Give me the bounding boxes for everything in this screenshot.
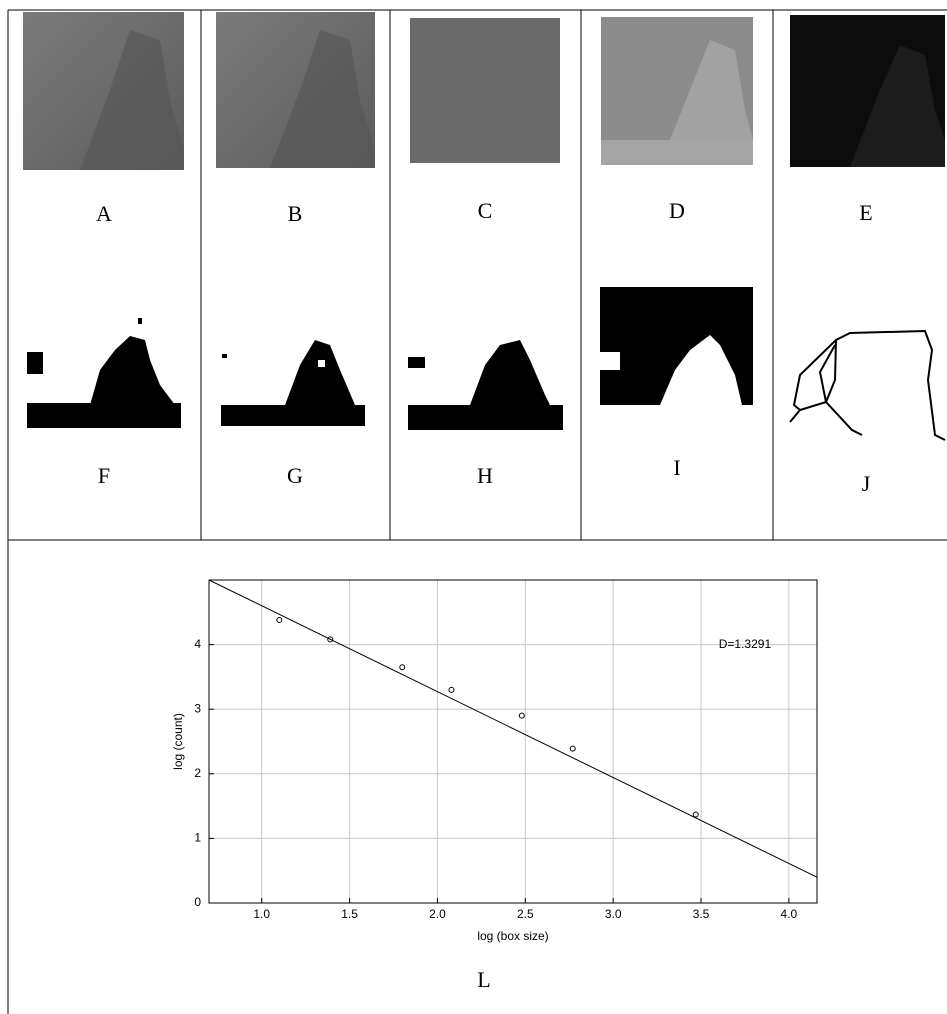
x-tick-label: 4.0 — [781, 907, 798, 921]
panel-label: E — [859, 200, 872, 225]
panel-label: B — [288, 201, 303, 226]
panel-label: C — [478, 198, 493, 223]
figure: A B C D E F G H I J 1.0 1.5 2.0 2.5 3.0 3.5 4.… — [0, 0, 947, 1014]
panel-labels: A B C D E F G H I J — [96, 198, 873, 496]
x-tick-label: 3.0 — [605, 907, 622, 921]
y-tick-label: 2 — [194, 766, 201, 780]
data-point — [449, 687, 454, 692]
panel-label: G — [287, 463, 303, 488]
chart: 1.0 1.5 2.0 2.5 3.0 3.5 4.0 0 1 2 3 4 log (box size)… — [171, 580, 817, 943]
annotation: D=1.3291 — [719, 637, 772, 651]
data-point — [277, 618, 282, 623]
panel-images — [23, 12, 945, 440]
y-tick-label: 0 — [194, 895, 201, 909]
data-point — [400, 665, 405, 670]
data-point — [570, 746, 575, 751]
fit-line — [209, 580, 817, 877]
y-tick-label: 1 — [194, 831, 201, 845]
panel-label: A — [96, 201, 112, 226]
data-point — [519, 713, 524, 718]
x-tick-label: 1.0 — [253, 907, 270, 921]
x-tick-label: 2.0 — [429, 907, 446, 921]
x-tick-label: 1.5 — [341, 907, 358, 921]
y-tick-label: 3 — [194, 701, 201, 715]
panel-label: F — [98, 463, 110, 488]
x-tick-label: 2.5 — [517, 907, 534, 921]
chart-caption: L — [477, 967, 490, 992]
panel-label: J — [862, 471, 871, 496]
data-point — [693, 812, 698, 817]
y-tick-label: 4 — [194, 637, 201, 651]
panel-label: I — [673, 455, 680, 480]
x-axis-label: log (box size) — [477, 929, 548, 943]
panel-label: H — [477, 463, 493, 488]
x-tick-label: 3.5 — [693, 907, 710, 921]
plot-frame — [209, 580, 817, 903]
panel-label: D — [669, 198, 685, 223]
y-axis-label: log (count) — [171, 713, 185, 770]
